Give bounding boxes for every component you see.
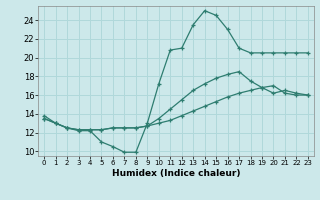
X-axis label: Humidex (Indice chaleur): Humidex (Indice chaleur) bbox=[112, 169, 240, 178]
